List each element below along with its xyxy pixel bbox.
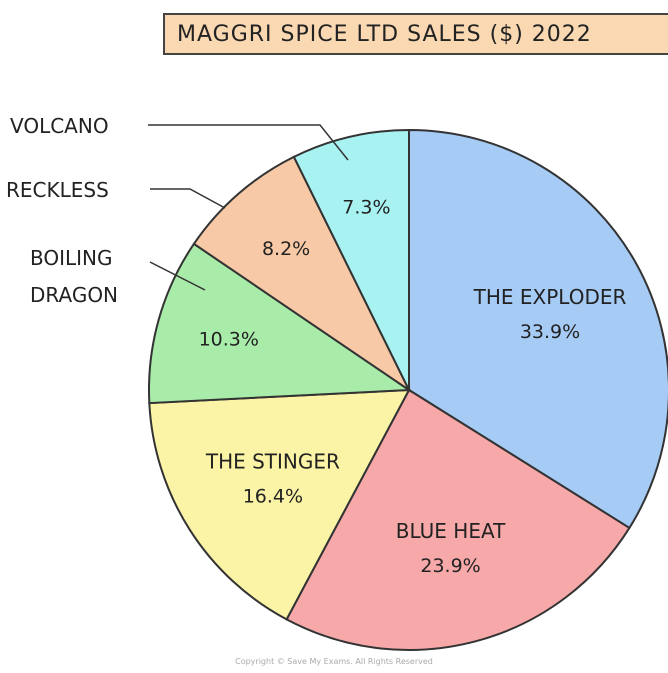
pie-slice-the-stinger	[148, 388, 411, 621]
slice-percent-reckless: 8.2%	[262, 238, 310, 260]
slice-name-boiling-dragon-line-1: BOILING	[30, 246, 113, 270]
copyright-text: Copyright © Save My Exams. All Rights Re…	[235, 657, 433, 666]
slice-name-boiling-dragon-line-2: DRAGON	[30, 283, 118, 307]
pie-slice-reckless	[192, 155, 412, 393]
chart-title: MAGGRI SPICE LTD SALES ($) 2022	[163, 13, 668, 55]
slice-name-reckless: RECKLESS	[6, 178, 109, 202]
slice-percent-volcano: 7.3%	[342, 197, 390, 219]
slice-percent-the-exploder: 33.9%	[520, 321, 580, 343]
pie-slice-boiling-dragon	[147, 242, 413, 405]
slice-name-blue-heat: BLUE HEAT	[396, 519, 506, 543]
leader-line-boiling-dragon	[149, 261, 206, 291]
pie-slice-blue-heat	[285, 388, 631, 651]
slice-name-the-stinger: THE STINGER	[205, 449, 340, 473]
slice-percent-boiling-dragon: 10.3%	[199, 328, 259, 350]
leader-line-reckless	[150, 188, 226, 209]
slice-percent-the-stinger: 16.4%	[243, 485, 303, 507]
pie-slice-volcano	[292, 128, 410, 391]
slice-name-the-exploder: THE EXPLODER	[473, 285, 627, 309]
slice-name-volcano: VOLCANO	[10, 114, 109, 138]
leader-line-volcano	[148, 124, 349, 161]
slice-percent-blue-heat: 23.9%	[420, 555, 480, 577]
pie-slice-the-exploder	[408, 128, 668, 530]
